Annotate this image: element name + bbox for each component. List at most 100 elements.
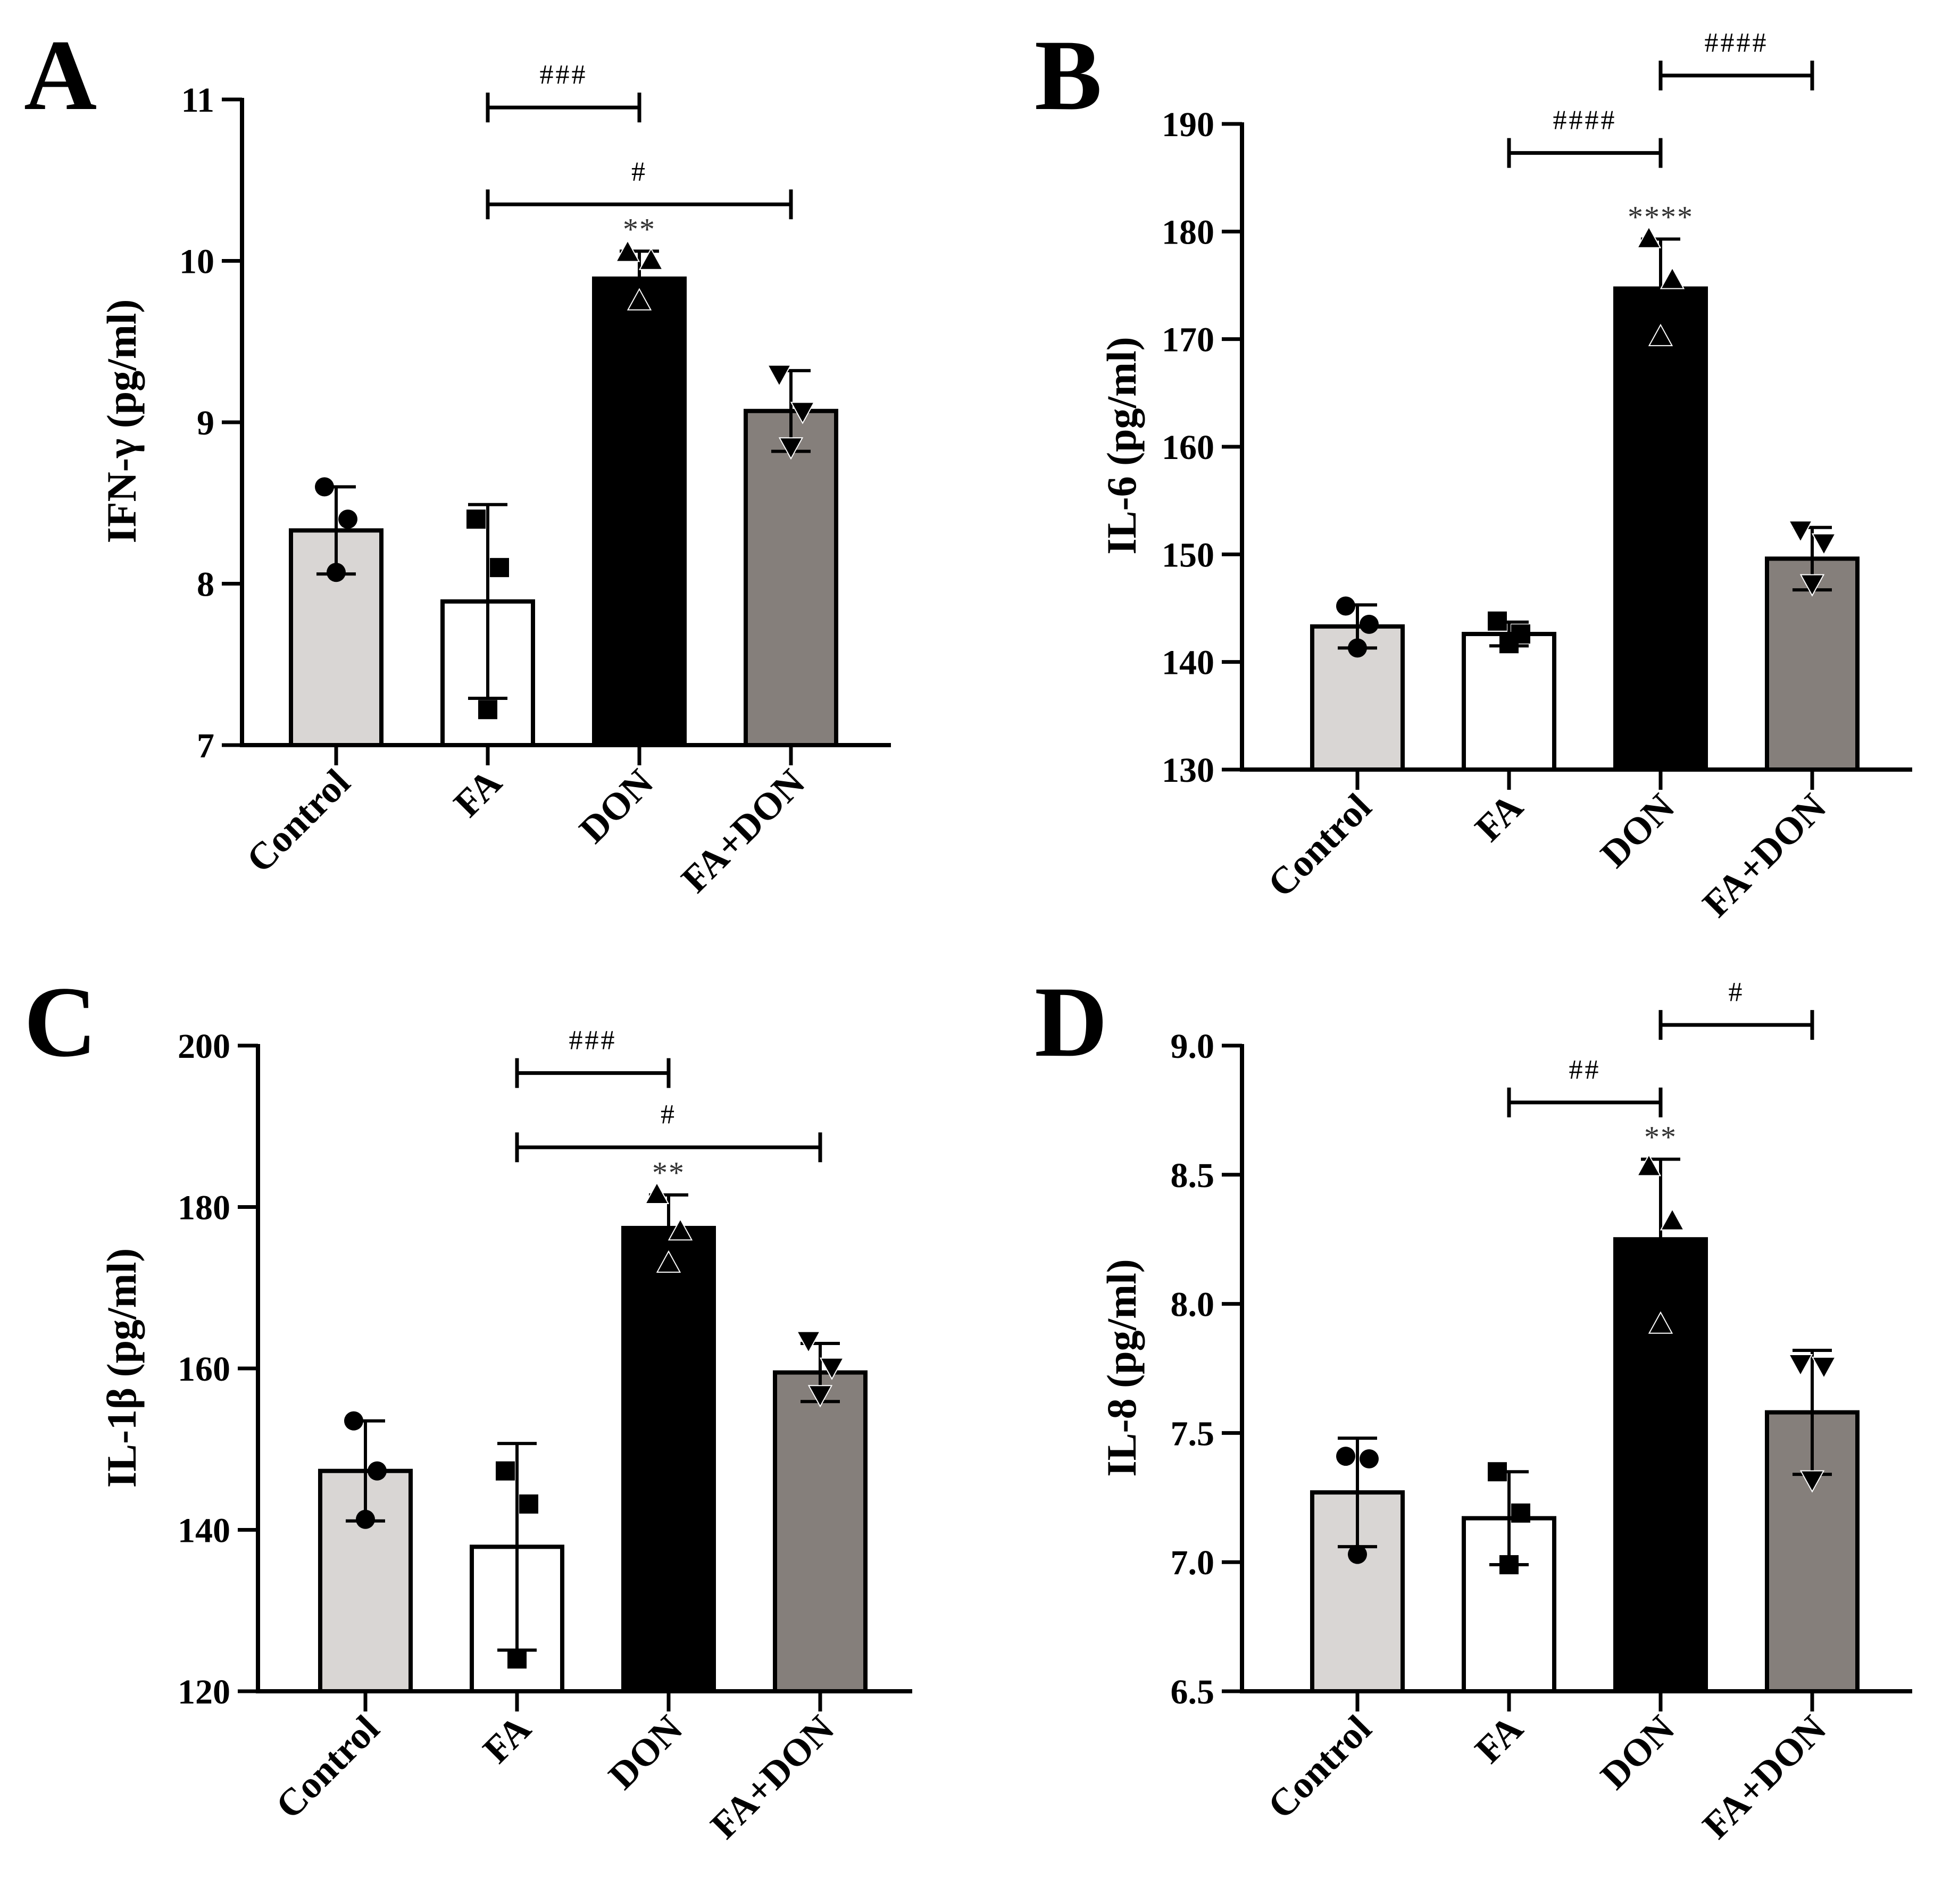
- data-point: [778, 437, 804, 460]
- data-point: [466, 510, 486, 529]
- bracket-label: #: [1729, 977, 1745, 1007]
- bar-fa-don: [744, 408, 838, 747]
- x-tick-label: DON: [571, 761, 662, 851]
- y-tick-label: 8.5: [1171, 1156, 1215, 1195]
- data-point: [615, 239, 640, 262]
- x-tick-label: Control: [1260, 1707, 1379, 1827]
- x-tick-label: Control: [238, 761, 358, 881]
- y-tick-label: 160: [1162, 428, 1214, 467]
- x-tick-label: DON: [1593, 786, 1683, 876]
- data-point: [1799, 1470, 1825, 1493]
- data-point: [1499, 1555, 1519, 1575]
- data-point: [1788, 1354, 1813, 1377]
- data-point: [519, 1494, 538, 1514]
- data-point: [327, 563, 346, 582]
- x-tick-label: FA: [475, 1707, 539, 1772]
- y-tick-label: 10: [179, 243, 214, 281]
- y-tick-label: 8: [197, 565, 214, 604]
- data-point: [790, 402, 815, 424]
- y-tick-label: 120: [178, 1673, 230, 1711]
- panel-a: A IFN-γ (pg/ml) 7 8 9 10 11 Control FA DON ** FA+DO…: [24, 20, 891, 901]
- data-point: [1336, 596, 1355, 616]
- data-point: [1348, 638, 1367, 658]
- y-tick-label: 8.0: [1171, 1285, 1215, 1324]
- data-point: [1660, 1208, 1685, 1231]
- bracket-label: ##: [1569, 1055, 1601, 1085]
- bar-don: [1613, 286, 1708, 772]
- data-point: [315, 477, 334, 497]
- y-tick-label: 190: [1162, 105, 1214, 144]
- bracket-label: #: [661, 1099, 677, 1130]
- x-tick-label: FA+DON: [703, 1707, 843, 1847]
- data-point: [627, 288, 652, 311]
- data-point: [1799, 574, 1825, 597]
- y-tick-label: 7.0: [1171, 1543, 1215, 1582]
- panel-letter: D: [1035, 966, 1107, 1078]
- y-tick-label: 180: [178, 1189, 230, 1227]
- x-tick-label: FA+DON: [1695, 1707, 1835, 1847]
- bracket-label: ###: [569, 1025, 617, 1056]
- data-point: [1360, 1449, 1379, 1468]
- panel-letter: C: [24, 966, 97, 1078]
- data-point: [368, 1461, 387, 1481]
- significance-stars: **: [652, 1156, 685, 1190]
- data-point: [766, 364, 792, 387]
- panel-letter: B: [1035, 20, 1102, 131]
- x-tick-label: DON: [1593, 1707, 1683, 1798]
- significance-stars: **: [623, 212, 656, 246]
- y-axis-label: IL-8 (pg/ml): [1098, 1259, 1145, 1477]
- data-point: [1511, 1503, 1530, 1523]
- y-axis-label: IL-1β (pg/ml): [98, 1248, 145, 1488]
- data-point: [638, 247, 664, 270]
- data-point: [1488, 1462, 1507, 1482]
- y-tick-label: 150: [1162, 536, 1214, 574]
- data-point: [796, 1331, 821, 1354]
- data-point: [496, 1461, 515, 1481]
- data-point: [1648, 1311, 1673, 1334]
- y-tick-label: 140: [178, 1511, 230, 1550]
- data-point: [338, 510, 357, 529]
- data-point: [1499, 634, 1519, 654]
- bracket-label: #: [631, 156, 647, 187]
- y-tick-label: 130: [1162, 751, 1214, 790]
- y-axis-label: IL-6 (pg/ml): [1098, 337, 1145, 555]
- panel-c: C IL-1β (pg/ml) 120 140 160 180 200 Control FA DO…: [24, 966, 912, 1847]
- data-point: [1660, 266, 1685, 289]
- x-tick-label: Control: [1260, 786, 1379, 905]
- y-tick-label: 7.5: [1171, 1414, 1215, 1453]
- data-point: [1811, 1356, 1837, 1379]
- bracket-label: ####: [1705, 28, 1769, 58]
- significance-stars: **: [1644, 1120, 1677, 1155]
- y-tick-label: 140: [1162, 644, 1214, 682]
- bar-fa: [1462, 632, 1556, 772]
- panel-d: D IL-8 (pg/ml) 6.5 7.0 7.5 8.0 8.5 9.0 Control FA…: [1035, 966, 1912, 1847]
- bracket-label: ###: [540, 60, 588, 90]
- data-point: [1488, 611, 1507, 631]
- panel-letter: A: [24, 20, 97, 131]
- x-tick-label: FA+DON: [1695, 786, 1835, 925]
- data-point: [1636, 226, 1662, 248]
- data-point: [1336, 1447, 1355, 1466]
- x-tick-label: Control: [268, 1707, 387, 1827]
- y-tick-label: 200: [178, 1027, 230, 1066]
- y-tick-label: 9: [197, 404, 214, 442]
- data-point: [668, 1218, 693, 1241]
- x-tick-label: FA: [446, 761, 510, 825]
- data-point: [644, 1181, 670, 1205]
- y-tick-label: 11: [181, 81, 214, 120]
- y-tick-label: 160: [178, 1350, 230, 1389]
- data-point: [478, 700, 497, 720]
- panel-b: B IL-6 (pg/ml) 130 140 150 160 170 180 190 Contro…: [1035, 20, 1912, 925]
- data-point: [344, 1411, 363, 1431]
- data-point: [1648, 323, 1673, 346]
- bar-fa-don: [773, 1370, 868, 1693]
- data-point: [656, 1250, 681, 1273]
- y-tick-label: 180: [1162, 213, 1214, 252]
- data-point: [356, 1509, 375, 1529]
- bracket-label: ####: [1553, 105, 1617, 136]
- y-tick-label: 9.0: [1171, 1027, 1215, 1066]
- x-tick-label: FA: [1467, 786, 1531, 850]
- bar-don: [621, 1225, 716, 1693]
- data-point: [1636, 1154, 1662, 1176]
